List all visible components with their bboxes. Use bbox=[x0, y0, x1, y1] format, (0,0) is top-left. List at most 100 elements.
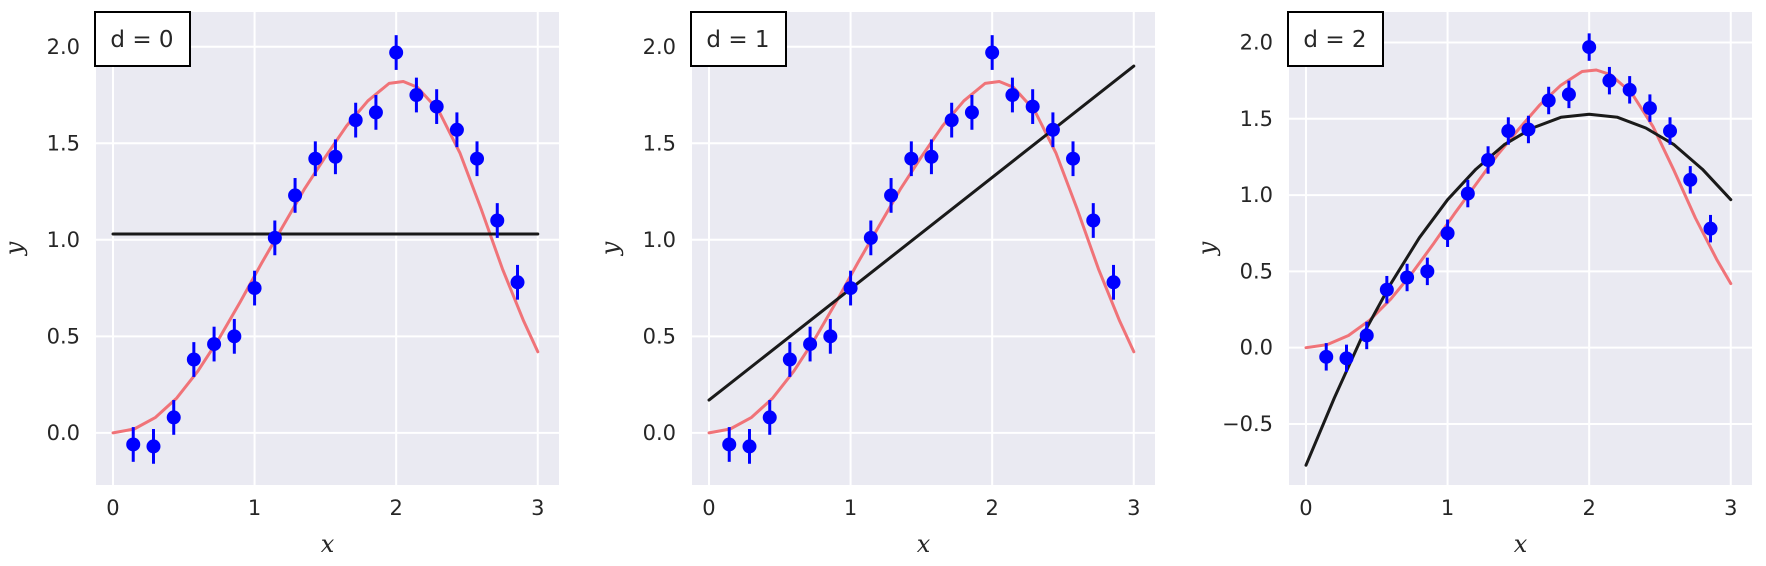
data-point bbox=[328, 149, 343, 164]
chart-panel-2: 0 1 2 3 0.0 0.5 1.0 1.5 2.0 x y d = 1 bbox=[596, 11, 1155, 558]
plot-area bbox=[96, 12, 559, 485]
y-tick-label: 1.5 bbox=[643, 131, 676, 155]
legend-box bbox=[94, 11, 191, 67]
y-tick-label: 0.0 bbox=[47, 421, 80, 445]
chart-panel-1: 0 1 2 3 0.0 0.5 1.0 1.5 2.0 x y d = 0 bbox=[0, 11, 559, 558]
data-point bbox=[490, 213, 505, 228]
data-point bbox=[904, 151, 919, 166]
x-tick-label: 2 bbox=[389, 496, 402, 520]
data-point bbox=[1460, 186, 1475, 201]
y-tick-label: 0.5 bbox=[47, 324, 80, 348]
data-point bbox=[1481, 153, 1496, 168]
x-tick-label: 2 bbox=[985, 496, 998, 520]
data-point bbox=[803, 337, 818, 352]
y-tick-label: −0.5 bbox=[1222, 412, 1273, 436]
y-tick-label: 1.5 bbox=[1240, 107, 1273, 131]
legend-box bbox=[1287, 11, 1384, 67]
x-axis-label: x bbox=[1514, 530, 1528, 558]
x-tick-label: 0 bbox=[702, 496, 715, 520]
data-point bbox=[1066, 151, 1081, 166]
plot-marks bbox=[1304, 33, 1733, 467]
data-point bbox=[1319, 349, 1334, 364]
data-point bbox=[1703, 221, 1718, 236]
x-tick-label: 3 bbox=[1127, 496, 1140, 520]
data-point bbox=[207, 337, 222, 352]
x-axis-label: x bbox=[321, 530, 335, 558]
data-point bbox=[1106, 275, 1121, 290]
fit-line bbox=[1304, 112, 1733, 467]
x-tick-label: 0 bbox=[106, 496, 119, 520]
data-point bbox=[1561, 87, 1576, 102]
data-point bbox=[884, 188, 899, 203]
y-axis-label: y bbox=[596, 241, 624, 256]
y-tick-label: 0.5 bbox=[643, 324, 676, 348]
x-tick-label: 1 bbox=[248, 496, 261, 520]
data-point bbox=[1663, 124, 1678, 139]
legend-label: d = 1 bbox=[706, 27, 769, 53]
data-point bbox=[762, 410, 777, 425]
x-tick-label: 0 bbox=[1299, 496, 1312, 520]
data-point bbox=[470, 151, 485, 166]
data-point bbox=[1582, 40, 1597, 55]
data-point bbox=[823, 329, 838, 344]
data-point bbox=[1339, 351, 1354, 366]
data-point bbox=[742, 439, 757, 454]
data-point bbox=[1359, 328, 1374, 343]
plot-area bbox=[1289, 12, 1752, 485]
data-point bbox=[722, 437, 737, 452]
legend-box bbox=[690, 11, 787, 67]
data-point bbox=[944, 113, 959, 128]
data-point bbox=[782, 352, 797, 367]
data-point bbox=[1086, 213, 1101, 228]
y-tick-label: 0.0 bbox=[1240, 336, 1273, 360]
data-point bbox=[449, 122, 464, 137]
y-tick-label: 1.0 bbox=[1240, 183, 1273, 207]
data-point bbox=[166, 410, 181, 425]
data-point bbox=[1025, 99, 1040, 114]
data-point bbox=[510, 275, 525, 290]
y-tick-label: 0.5 bbox=[1240, 259, 1273, 283]
y-tick-label: 0.0 bbox=[643, 421, 676, 445]
data-point bbox=[186, 352, 201, 367]
data-point bbox=[267, 230, 282, 245]
legend-label: d = 0 bbox=[110, 27, 173, 53]
data-point bbox=[924, 149, 939, 164]
data-point bbox=[1379, 282, 1394, 297]
data-point bbox=[1005, 88, 1020, 103]
data-point bbox=[1622, 82, 1637, 97]
x-tick-label: 1 bbox=[844, 496, 857, 520]
data-point bbox=[429, 99, 444, 114]
x-tick-label: 1 bbox=[1441, 496, 1454, 520]
data-point bbox=[126, 437, 141, 452]
data-point bbox=[308, 151, 323, 166]
plot-marks bbox=[111, 35, 540, 464]
data-point bbox=[1420, 264, 1435, 279]
y-tick-label: 1.0 bbox=[47, 228, 80, 252]
y-axis-label: y bbox=[1193, 241, 1221, 256]
plot-area bbox=[692, 12, 1155, 485]
data-point bbox=[1683, 172, 1698, 187]
data-point bbox=[389, 45, 404, 60]
data-point bbox=[288, 188, 303, 203]
y-tick-label: 1.5 bbox=[47, 131, 80, 155]
data-point bbox=[1400, 270, 1415, 285]
x-tick-label: 3 bbox=[1724, 496, 1737, 520]
data-point bbox=[1642, 101, 1657, 116]
data-point bbox=[409, 88, 424, 103]
data-point bbox=[227, 329, 242, 344]
data-point bbox=[1440, 226, 1455, 241]
data-point bbox=[1521, 122, 1536, 137]
data-point bbox=[1602, 73, 1617, 88]
data-point bbox=[1541, 93, 1556, 108]
data-point bbox=[964, 105, 979, 120]
data-point bbox=[1501, 124, 1516, 139]
y-tick-label: 2.0 bbox=[1240, 31, 1273, 55]
y-tick-label: 1.0 bbox=[643, 228, 676, 252]
data-point bbox=[863, 230, 878, 245]
x-axis-label: x bbox=[917, 530, 931, 558]
y-axis-label: y bbox=[0, 241, 28, 256]
data-point bbox=[247, 281, 262, 296]
data-point bbox=[843, 281, 858, 296]
chart-panel-3: 0 1 2 3 −0.5 0.0 0.5 1.0 1.5 2.0 x y d = 2 bbox=[1193, 11, 1752, 558]
